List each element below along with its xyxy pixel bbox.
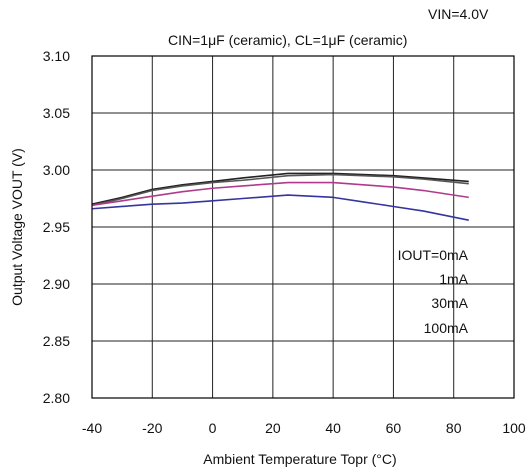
y-tick-label: 2.90 [43,276,70,292]
x-axis-label: Ambient Temperature Topr (°C) [203,451,396,467]
legend-label-100ma: 100mA [423,320,468,336]
legend-label-30ma: 30mA [431,295,468,311]
x-tick-label: 60 [386,420,402,436]
y-tick-label: 2.85 [43,333,70,349]
condition-vin: VIN=4.0V [428,6,489,22]
x-tick-label: 100 [502,420,526,436]
series-lines [91,172,469,221]
x-tick-label: 40 [325,420,341,436]
y-tick-label: 2.80 [43,390,70,406]
y-tick-label: 3.00 [43,162,70,178]
condition-capacitors: CIN=1μF (ceramic), CL=1μF (ceramic) [168,32,408,48]
x-tick-label: -40 [82,420,102,436]
series-line-100ma [91,194,469,221]
y-axis-label: Output Voltage VOUT (V) [9,148,25,306]
legend-label-1ma: 1mA [439,271,468,287]
legend-label-0ma: IOUT=0mA [397,247,468,263]
y-tick-label: 3.05 [43,105,70,121]
series-line-iout-0ma [91,172,469,205]
series-line-1ma [91,173,469,207]
x-tick-labels: -40 -20 0 20 40 60 80 100 [82,420,526,436]
y-tick-labels: 2.80 2.85 2.90 2.95 3.00 3.05 3.10 [43,48,70,406]
plot-area-border [91,55,515,399]
x-tick-label: 0 [209,420,217,436]
series-line-30ma [91,181,469,207]
x-tick-label: 20 [265,420,281,436]
grid [91,55,515,399]
y-tick-label: 2.95 [43,219,70,235]
x-tick-label: -20 [142,420,162,436]
x-tick-label: 80 [446,420,462,436]
y-tick-label: 3.10 [43,48,70,64]
